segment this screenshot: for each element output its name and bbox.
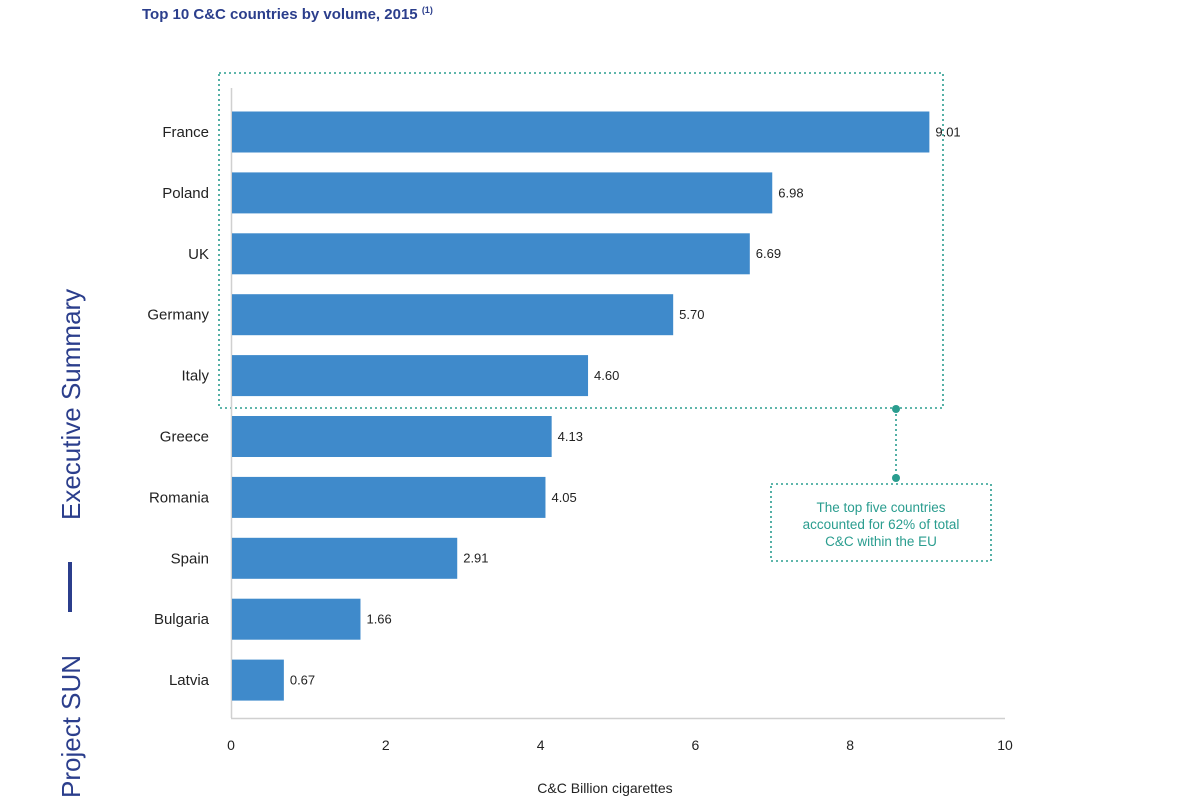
callout-line-3: C&C within the EU — [825, 534, 937, 549]
value-label-bulgaria: 1.66 — [366, 612, 391, 627]
value-label-uk: 6.69 — [756, 246, 781, 261]
x-tick-label-0: 0 — [227, 737, 235, 753]
x-tick-label-2: 2 — [382, 737, 390, 753]
category-label-spain: Spain — [171, 550, 209, 567]
value-label-latvia: 0.67 — [290, 673, 315, 688]
category-label-uk: UK — [188, 246, 209, 263]
top-five-highlight-box — [218, 72, 944, 409]
value-label-greece: 4.13 — [558, 429, 583, 444]
bar-romania — [232, 476, 546, 518]
bar-poland — [232, 172, 773, 214]
chart-title-text: Top 10 C&C countries by volume, 2015 — [142, 6, 418, 23]
x-tick-label-10: 10 — [997, 737, 1013, 753]
x-ticks: 0 2 4 6 8 10 — [227, 737, 1013, 753]
category-label-bulgaria: Bulgaria — [154, 611, 210, 628]
sidebar-section-label: Executive Summary — [56, 289, 86, 520]
x-axis-title: C&C Billion cigarettes — [537, 780, 672, 796]
category-label-france: France — [162, 124, 209, 141]
value-label-france: 9.01 — [935, 124, 960, 139]
value-label-germany: 5.70 — [679, 307, 704, 322]
category-label-romania: Romania — [149, 489, 210, 506]
bar-spain — [232, 537, 458, 579]
callout-line-2: accounted for 62% of total — [803, 517, 960, 532]
bar-france — [232, 111, 930, 153]
chart-title: Top 10 C&C countries by volume, 2015 (1) — [142, 5, 433, 23]
bar-bulgaria — [232, 598, 361, 640]
bar-greece — [232, 416, 552, 457]
bars: France 9.01 Poland 6.98 UK 6.69 Germany 5.70 Ita… — [147, 111, 961, 701]
value-label-italy: 4.60 — [594, 368, 619, 383]
category-label-germany: Germany — [147, 307, 209, 324]
bar-germany — [232, 294, 674, 336]
category-label-greece: Greece — [160, 428, 209, 445]
callout-line-1: The top five countries — [816, 500, 945, 515]
value-label-poland: 6.98 — [778, 185, 803, 200]
connector-dot-bottom — [892, 474, 900, 482]
x-tick-label-4: 4 — [537, 737, 545, 753]
x-tick-label-8: 8 — [846, 737, 854, 753]
category-label-italy: Italy — [181, 368, 209, 385]
bar-uk — [232, 233, 750, 275]
value-label-romania: 4.05 — [551, 490, 576, 505]
bar-italy — [232, 355, 589, 397]
sidebar: Executive Summary Project SUN — [56, 289, 86, 798]
value-label-spain: 2.91 — [463, 551, 488, 566]
callout: The top five countries accounted for 62%… — [770, 483, 992, 562]
category-label-poland: Poland — [162, 185, 209, 202]
category-label-latvia: Latvia — [169, 672, 210, 689]
sidebar-project-label: Project SUN — [56, 655, 86, 798]
x-tick-label-6: 6 — [692, 737, 700, 753]
callout-box — [770, 483, 992, 562]
sidebar-divider — [68, 562, 72, 612]
callout-connector — [892, 405, 900, 482]
chart-title-footnote: (1) — [422, 5, 433, 15]
bar-latvia — [232, 659, 284, 701]
